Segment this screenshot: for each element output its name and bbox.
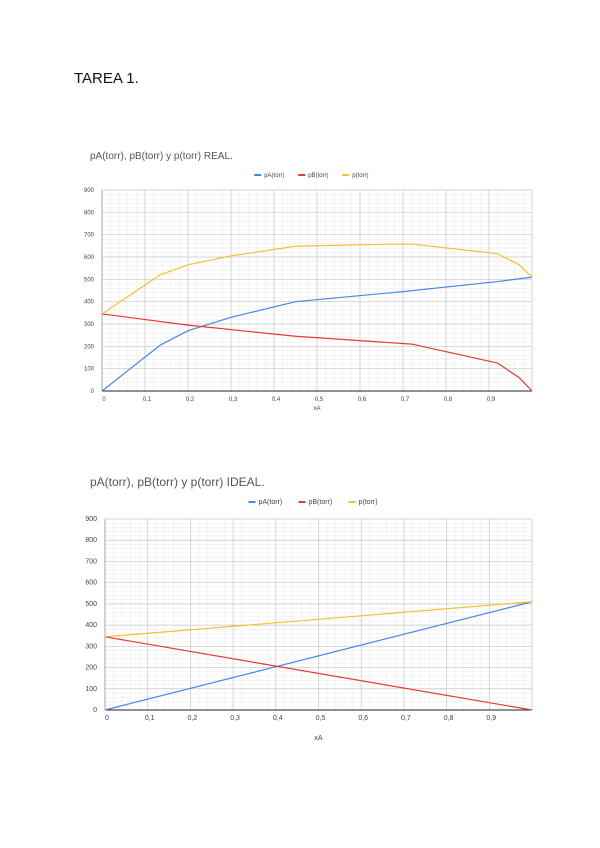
ideal-x-tick-label: 0,7 — [401, 715, 411, 722]
ideal-y-tick-label: 900 — [85, 516, 97, 523]
ideal-y-tick-label: 800 — [85, 537, 97, 544]
ideal-x-tick-label: 0,3 — [230, 715, 240, 722]
real-y-tick-label: 0 — [91, 389, 95, 395]
chart-title-ideal: pA(torr), pB(torr) y p(torr) IDEAL. — [90, 475, 265, 489]
ideal-legend-label: p(torr) — [359, 499, 378, 506]
ideal-x-tick-label: 0,6 — [358, 715, 368, 722]
ideal-y-tick-label: 500 — [85, 601, 97, 608]
real-series-patorr — [101, 276, 533, 392]
real-y-tick-label: 500 — [84, 277, 95, 283]
real-x-tick-label: 0,3 — [229, 397, 238, 403]
ideal-x-tick-label: 0,5 — [316, 715, 326, 722]
real-legend-label: pB(torr) — [308, 173, 328, 179]
real-x-tick-label: 0,6 — [358, 397, 367, 403]
real-x-tick-label: 0,8 — [444, 397, 453, 403]
ideal-series-patorr — [104, 601, 533, 711]
ideal-series-ptorr — [104, 601, 533, 638]
ideal-y-tick-label: 300 — [85, 643, 97, 650]
chart-title-real: pA(torr), pB(torr) y p(torr) REAL. — [90, 151, 233, 162]
ideal-x-tick-label: 0 — [105, 715, 109, 722]
real-y-tick-label: 800 — [84, 210, 95, 216]
real-y-tick-label: 400 — [84, 300, 95, 306]
ideal-y-tick-label: 0 — [93, 707, 97, 714]
ideal-y-tick-label: 600 — [85, 580, 97, 587]
real-x-tick-label: 0,2 — [186, 397, 195, 403]
real-x-tick-label: 0,4 — [272, 397, 281, 403]
ideal-legend-label: pB(torr) — [309, 499, 333, 506]
real-y-tick-label: 600 — [84, 255, 95, 261]
real-x-tick-label: 0,9 — [487, 397, 496, 403]
ideal-x-tick-label: 0,8 — [444, 715, 454, 722]
ideal-x-tick-label: 0,4 — [273, 715, 283, 722]
ideal-x-tick-label: 0,1 — [145, 715, 155, 722]
page-title: TAREA 1. — [74, 70, 139, 87]
real-x-axis-label: xA — [313, 406, 320, 412]
real-x-tick-label: 0,1 — [143, 397, 152, 403]
real-x-tick-label: 0 — [102, 397, 106, 403]
ideal-x-tick-label: 0,9 — [486, 715, 496, 722]
ideal-y-tick-label: 400 — [85, 622, 97, 629]
ideal-y-tick-label: 200 — [85, 665, 97, 672]
ideal-legend-label: pA(torr) — [259, 499, 283, 506]
real-series-pbtorr — [101, 313, 533, 392]
ideal-x-axis-label: xA — [314, 735, 323, 742]
ideal-y-tick-label: 700 — [85, 558, 97, 565]
real-y-tick-label: 100 — [84, 367, 95, 373]
real-legend-label: p(torr) — [352, 173, 368, 179]
real-legend-label: pA(torr) — [264, 173, 284, 179]
ideal-y-tick-label: 100 — [85, 686, 97, 693]
real-x-tick-label: 0,7 — [401, 397, 410, 403]
real-y-tick-label: 300 — [84, 322, 95, 328]
real-y-tick-label: 200 — [84, 344, 95, 350]
real-series-ptorr — [101, 243, 533, 315]
real-y-tick-label: 900 — [84, 188, 95, 194]
ideal-series-pbtorr — [104, 636, 533, 711]
real-x-tick-label: 0,5 — [315, 397, 324, 403]
real-y-tick-label: 700 — [84, 233, 95, 239]
ideal-x-tick-label: 0,2 — [188, 715, 198, 722]
